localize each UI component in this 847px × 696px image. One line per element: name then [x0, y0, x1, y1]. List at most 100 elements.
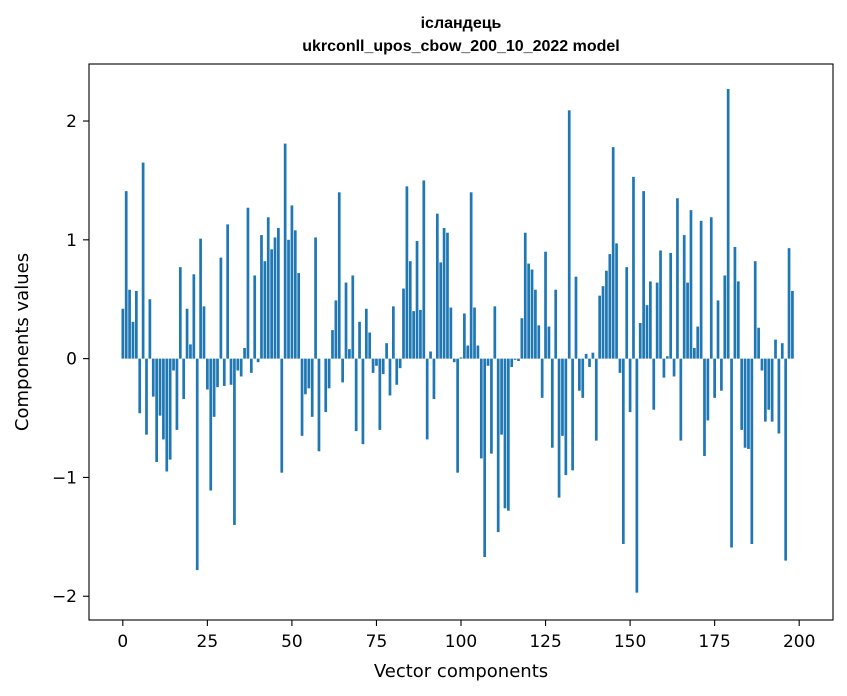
bar-37: [246, 207, 250, 359]
bar-164: [676, 198, 679, 359]
bar-46: [277, 227, 280, 359]
bar-179: [726, 88, 730, 359]
bar-78: [385, 343, 388, 359]
bar-41: [260, 235, 263, 359]
bar-110: [493, 306, 497, 359]
bar-82: [398, 358, 402, 369]
bar-151: [632, 176, 635, 359]
bar-148: [621, 358, 625, 544]
bar-161: [665, 356, 669, 359]
bar-153: [638, 322, 642, 359]
bar-36: [243, 347, 246, 359]
bar-47: [280, 358, 284, 473]
bar-157: [652, 358, 656, 410]
bar-73: [368, 332, 372, 359]
bar-5: [138, 358, 142, 414]
bar-101: [463, 313, 466, 359]
bar-54: [304, 358, 307, 395]
x-tick-label: 50: [281, 632, 303, 652]
bar-133: [571, 358, 574, 471]
bar-84: [405, 186, 409, 359]
bar-26: [209, 358, 213, 491]
chart-subtitle: ukrconll_upos_cbow_200_10_2022 model: [302, 38, 619, 55]
bar-127: [550, 358, 554, 448]
bar-167: [686, 282, 689, 359]
bar-135: [578, 358, 581, 391]
bar-173: [706, 358, 710, 421]
bar-88: [419, 309, 422, 359]
bar-158: [655, 282, 659, 359]
bar-192: [770, 358, 774, 422]
bar-166: [682, 235, 686, 359]
bar-123: [537, 325, 541, 359]
x-tick-label: 150: [614, 632, 646, 652]
x-axis-ticks: 0 25 50 75 100 125 150 175 200: [117, 620, 815, 652]
bar-174: [709, 217, 713, 359]
x-tick-label: 175: [698, 632, 730, 652]
bar-74: [371, 358, 375, 373]
y-axis-ticks: −2 −1 0 1 2: [52, 112, 89, 607]
bar-52: [297, 273, 301, 359]
bar-175: [713, 358, 716, 398]
x-tick-label: 0: [117, 632, 128, 652]
bar-0: [121, 308, 125, 359]
bar-183: [740, 358, 744, 430]
bar-9: [151, 358, 155, 397]
bar-137: [584, 353, 588, 359]
bar-104: [473, 307, 476, 359]
bar-126: [547, 326, 551, 359]
bar-187: [753, 261, 757, 359]
bar-103: [469, 192, 473, 359]
bar-3: [131, 321, 135, 359]
bar-45: [273, 237, 277, 359]
bar-194: [777, 358, 781, 434]
bar-20: [189, 344, 192, 359]
bar-91: [429, 351, 432, 359]
bar-96: [446, 232, 449, 359]
x-tick-label: 125: [529, 632, 561, 652]
bar-79: [388, 358, 392, 396]
bar-22: [195, 358, 199, 571]
bar-71: [361, 358, 365, 445]
bar-33: [233, 358, 236, 525]
bar-182: [736, 281, 740, 359]
bar-106: [479, 358, 483, 459]
bar-93: [435, 213, 439, 359]
bar-69: [354, 358, 358, 432]
bar-152: [635, 358, 639, 593]
bar-21: [192, 274, 196, 359]
bar-156: [649, 281, 652, 359]
y-tick-label: 1: [66, 231, 77, 251]
bar-186: [750, 358, 754, 544]
bar-30: [222, 358, 226, 386]
bar-18: [182, 358, 186, 400]
bar-90: [425, 358, 429, 440]
bar-55: [307, 358, 311, 389]
bar-58: [317, 358, 321, 452]
x-tick-label: 75: [366, 632, 388, 652]
bar-184: [743, 358, 747, 448]
bar-130: [561, 358, 564, 436]
bar-10: [155, 358, 158, 462]
bar-72: [364, 308, 368, 359]
bar-24: [202, 306, 206, 359]
bar-11: [158, 358, 162, 416]
x-tick-label: 200: [783, 632, 815, 652]
bar-193: [774, 339, 777, 359]
bar-42: [263, 261, 267, 359]
bar-159: [659, 250, 662, 359]
bar-43: [266, 217, 270, 359]
bar-97: [449, 307, 453, 359]
bar-60: [324, 358, 328, 413]
bar-139: [591, 352, 595, 359]
bar-132: [567, 110, 571, 359]
bar-160: [662, 358, 666, 378]
bar-13: [165, 358, 169, 472]
bar-83: [402, 288, 405, 359]
bar-181: [733, 246, 737, 359]
bar-168: [689, 210, 693, 359]
bar-169: [692, 347, 696, 359]
x-axis-label: Vector components: [374, 661, 548, 682]
bar-196: [784, 358, 788, 561]
